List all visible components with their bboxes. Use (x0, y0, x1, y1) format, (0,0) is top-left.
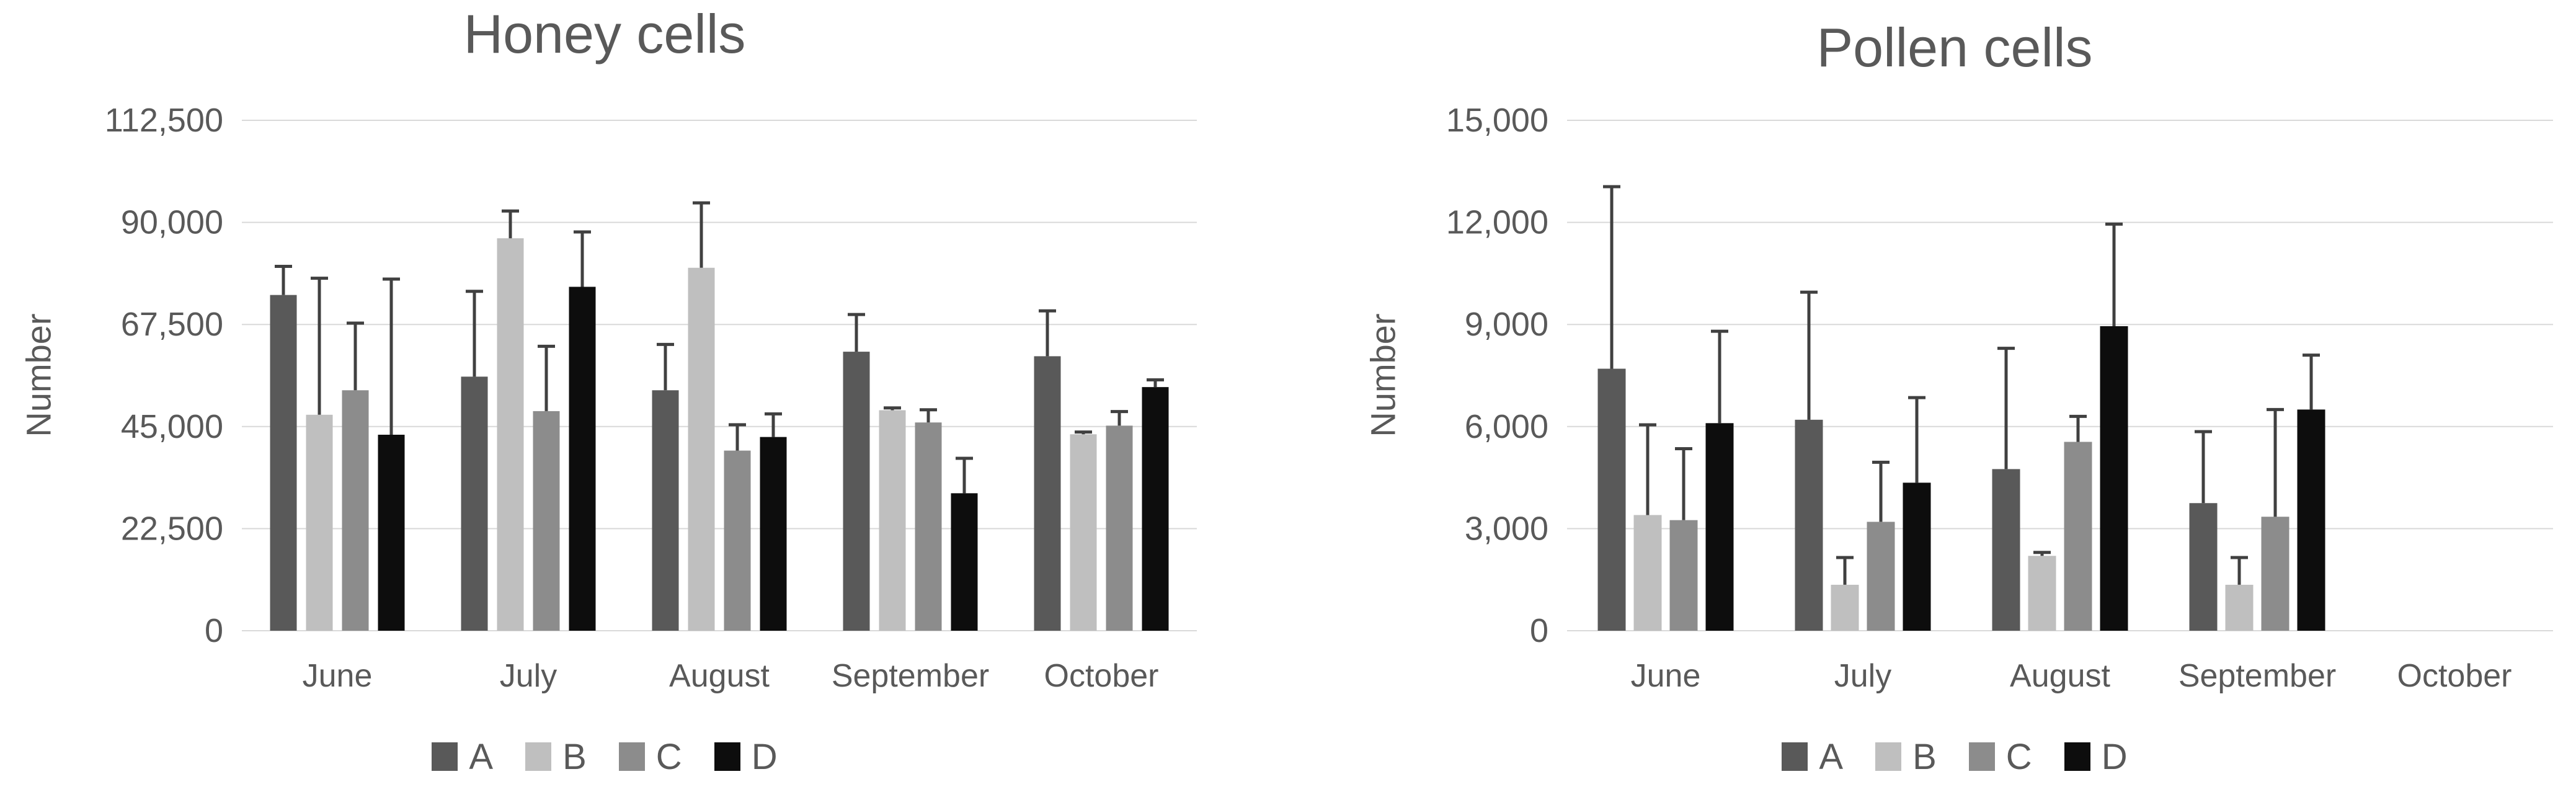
bar-C-june (342, 390, 369, 631)
legend-label: A (1819, 736, 1844, 777)
bar-D-september (951, 493, 978, 631)
x-axis-label-june: June (1631, 658, 1701, 694)
bar-B-september (2225, 584, 2254, 631)
x-axis-label-august: August (2010, 658, 2110, 694)
bar-D-october (1142, 387, 1169, 631)
bar-B-july (1831, 584, 1859, 631)
bar-C-august (724, 450, 751, 631)
x-axis-label-october: October (2397, 658, 2512, 694)
bar-C-september (2261, 517, 2290, 631)
bar-D-june (1705, 423, 1734, 631)
legend-label: A (469, 736, 494, 777)
y-tick-label: 9,000 (1465, 306, 1548, 343)
legend-swatch-A (1782, 742, 1808, 771)
y-tick-label: 15,000 (1446, 102, 1548, 139)
bar-D-july (1903, 482, 1931, 631)
legend-item-C: C (1968, 736, 2032, 778)
legend-label: D (751, 736, 778, 777)
y-tick-label: 67,500 (121, 306, 223, 343)
legend-label: C (2005, 736, 2032, 777)
bar-B-october (1070, 434, 1097, 631)
bar-A-july (1795, 419, 1823, 631)
y-tick-label: 112,500 (105, 102, 223, 139)
pollen-cells-chart: Pollen cells Number 0 3,000 6,000 9,000 12,0… (1333, 0, 2576, 787)
legend-label: C (655, 736, 682, 777)
bar-B-june (306, 414, 333, 631)
bar-A-july (461, 376, 488, 631)
honey-cells-chart: Honey cells Number 0 22,500 45,000 67,500 90… (0, 0, 1209, 787)
x-axis-label-august: August (669, 658, 770, 694)
legend-item-A: A (1782, 736, 1843, 778)
legend-item-D: D (2064, 736, 2128, 778)
bar-B-june (1633, 515, 1662, 631)
bar-C-july (533, 411, 560, 631)
bar-D-july (569, 287, 596, 631)
legend: A B C D (1333, 731, 2576, 783)
bar-B-september (879, 410, 906, 631)
x-axis-label-september: September (832, 658, 989, 694)
bar-C-july (1867, 522, 1895, 631)
legend-item-C: C (618, 736, 682, 778)
honey-cells-plot-area: 0 22,500 45,000 67,500 90,000 112,500 June July… (105, 102, 1197, 694)
bar-A-august (652, 390, 679, 631)
bar-D-august (760, 437, 787, 631)
bar-A-june (270, 295, 297, 631)
legend-swatch-D (714, 742, 740, 771)
legend-swatch-B (525, 742, 552, 771)
y-tick-label: 90,000 (121, 204, 223, 241)
y-tick-label: 3,000 (1465, 510, 1548, 547)
legend-item-D: D (714, 736, 778, 778)
y-tick-label: 22,500 (121, 510, 223, 547)
legend-label: D (2101, 736, 2128, 777)
bar-D-august (2100, 326, 2128, 631)
bar-D-june (378, 434, 405, 631)
bar-A-september (2189, 503, 2218, 631)
legend-item-B: B (525, 736, 587, 778)
legend-label: B (1912, 736, 1937, 777)
bar-C-august (2064, 442, 2092, 631)
legend-item-A: A (432, 736, 493, 778)
x-axis-label-july: July (500, 658, 557, 694)
bar-A-june (1597, 368, 1626, 631)
x-axis-label-october: October (1044, 658, 1159, 694)
legend: A B C D (0, 731, 1209, 783)
legend-swatch-B (1875, 742, 1902, 771)
x-axis-label-june: June (303, 658, 373, 694)
bar-B-july (497, 238, 524, 631)
bar-C-june (1669, 520, 1698, 631)
legend-swatch-D (2064, 742, 2090, 771)
bar-D-september (2297, 409, 2325, 631)
x-axis-label-july: July (1834, 658, 1891, 694)
pollen-cells-plot-area: 0 3,000 6,000 9,000 12,000 15,000 June July Augu… (1446, 102, 2553, 694)
bar-A-august (1992, 469, 2020, 631)
y-tick-label: 0 (205, 612, 223, 649)
bar-A-october (1034, 356, 1061, 631)
x-axis-label-september: September (2178, 658, 2336, 694)
y-tick-label: 6,000 (1465, 408, 1548, 445)
legend-item-B: B (1875, 736, 1937, 778)
legend-swatch-C (1968, 742, 1995, 771)
y-tick-label: 45,000 (121, 408, 223, 445)
legend-swatch-C (618, 742, 645, 771)
legend-swatch-A (432, 742, 458, 771)
y-tick-label: 12,000 (1446, 204, 1548, 241)
chart-title: Honey cells (463, 3, 746, 64)
bar-C-october (1106, 425, 1133, 631)
y-tick-label: 0 (1530, 612, 1548, 649)
bar-B-august (2028, 556, 2056, 631)
bar-B-august (688, 267, 715, 631)
bar-A-september (843, 352, 870, 631)
legend-label: B (562, 736, 587, 777)
chart-title: Pollen cells (1816, 17, 2093, 78)
bar-C-september (915, 422, 942, 631)
